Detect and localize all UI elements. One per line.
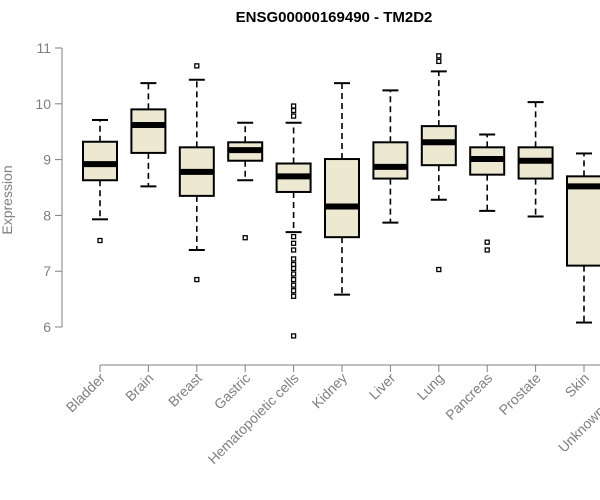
x-tick-label: Liver	[366, 370, 399, 403]
outlier-point	[290, 113, 297, 119]
outlier-point	[290, 271, 297, 277]
y-axis-label: Expression	[0, 165, 15, 234]
box-group-bladder	[82, 118, 118, 244]
y-axis: 6 7 8 9 10 11	[35, 40, 63, 335]
box-group-liver	[372, 89, 409, 224]
box-group-kidney	[324, 82, 360, 296]
iqr-box	[420, 125, 457, 167]
outlier-point	[290, 288, 297, 294]
outlier-point	[290, 247, 297, 253]
box-group-pancreas	[469, 133, 506, 253]
iqr-box	[130, 108, 167, 154]
box-group-skin	[566, 152, 600, 324]
iqr-box	[82, 140, 118, 182]
y-tick-label: 8	[43, 207, 51, 223]
outlier-point	[484, 239, 490, 245]
outlier-point	[290, 333, 297, 339]
iqr-box	[324, 158, 360, 239]
iqr-box	[372, 141, 409, 180]
outlier-point	[290, 256, 297, 262]
box-group-prostate	[517, 101, 554, 218]
iqr-box	[566, 175, 600, 267]
box-group-hematopoietic-cells	[275, 103, 312, 339]
outlier-point	[290, 276, 297, 283]
x-tick-label: Bladder	[63, 370, 109, 416]
box-group-gastric	[227, 121, 264, 241]
outlier-point	[290, 240, 297, 246]
x-tick-label: Gastric	[211, 370, 254, 413]
y-tick-label: 11	[36, 40, 51, 56]
x-tick-label: Prostate	[496, 370, 544, 418]
outlier-point	[242, 235, 248, 241]
box-group-brain	[130, 82, 167, 188]
chart-title: ENSG00000169490 - TM2D2	[236, 9, 433, 26]
outlier-point	[484, 247, 490, 253]
y-tick-label: 7	[43, 263, 51, 279]
x-tick-label: Skin	[562, 370, 593, 401]
y-tick-label: 10	[35, 96, 51, 112]
x-tick-label: Hematopoietic cells	[205, 370, 302, 467]
outlier-point	[290, 103, 297, 109]
y-tick-label: 6	[43, 319, 51, 335]
box-group-lung	[420, 53, 457, 273]
box-group-breast	[178, 63, 215, 283]
x-tick-label: Breast	[165, 370, 205, 410]
outlier-point	[290, 265, 297, 272]
outlier-point	[436, 53, 442, 59]
outlier-point	[290, 293, 297, 299]
outlier-point	[436, 266, 442, 273]
outlier-point	[290, 282, 297, 288]
plot-area	[82, 53, 600, 339]
outlier-point	[290, 233, 297, 240]
outlier-point	[290, 107, 297, 114]
outlier-point	[436, 58, 442, 65]
y-tick-label: 9	[43, 152, 51, 168]
x-tick-label: Pancreas	[442, 370, 495, 423]
outlier-point	[97, 237, 103, 244]
outlier-point	[194, 276, 200, 283]
x-tick-label: Kidney	[309, 370, 351, 412]
x-tick-label: Brain	[122, 370, 156, 404]
x-tick-label: Lung	[414, 370, 447, 403]
outlier-point	[194, 63, 200, 69]
